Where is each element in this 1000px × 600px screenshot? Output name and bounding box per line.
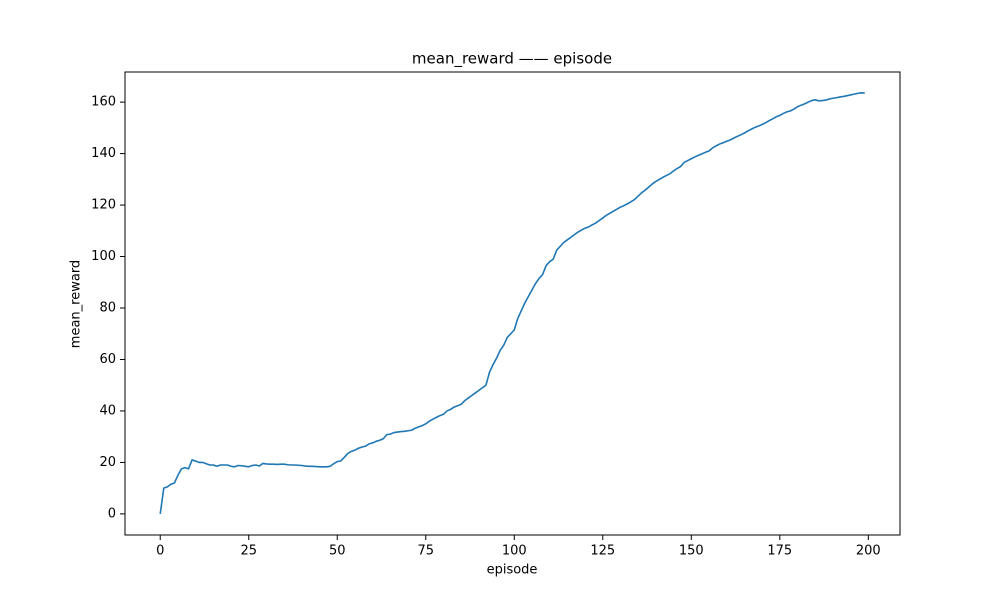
x-tick-label: 0 [156, 544, 164, 559]
y-tick-label: 0 [108, 506, 116, 521]
y-axis-label: mean_reward [69, 260, 84, 348]
x-tick-label: 200 [856, 544, 881, 559]
y-tick-label: 20 [99, 455, 116, 470]
line-series [159, 92, 865, 515]
x-tick-label: 25 [240, 544, 257, 559]
y-tick-label: 120 [91, 198, 116, 213]
x-tick-label: 100 [502, 544, 527, 559]
x-tick-label: 50 [329, 544, 346, 559]
y-tick-label: 80 [99, 301, 116, 316]
y-tick-label: 100 [91, 249, 116, 264]
y-tick-label: 140 [91, 146, 116, 161]
y-tick-label: 40 [99, 403, 116, 418]
chart-title: mean_reward —— episode [412, 50, 612, 69]
x-tick-label: 175 [767, 544, 792, 559]
x-tick-label: 75 [417, 544, 434, 559]
y-tick-label: 60 [99, 352, 116, 367]
x-axis-label: episode [487, 563, 538, 578]
y-tick-label: 160 [91, 95, 116, 110]
x-tick-label: 125 [590, 544, 615, 559]
plot-frame [124, 71, 901, 536]
x-tick-label: 150 [679, 544, 704, 559]
